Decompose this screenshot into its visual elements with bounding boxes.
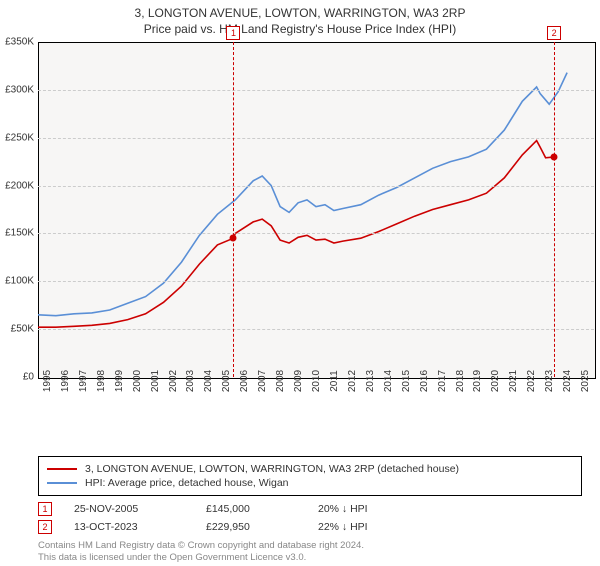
legend-label: HPI: Average price, detached house, Wiga… <box>85 477 289 489</box>
chart-title-line1: 3, LONGTON AVENUE, LOWTON, WARRINGTON, W… <box>0 6 600 20</box>
x-axis-label: 2021 <box>504 370 519 392</box>
footer-line1: Contains HM Land Registry data © Crown c… <box>38 540 600 552</box>
x-axis-label: 2017 <box>433 370 448 392</box>
x-axis-label: 2007 <box>253 370 268 392</box>
legend-row: 3, LONGTON AVENUE, LOWTON, WARRINGTON, W… <box>47 463 573 475</box>
gridline-h <box>38 138 594 139</box>
x-axis-label: 2020 <box>486 370 501 392</box>
sale-delta: 20% ↓ HPI <box>318 503 368 515</box>
y-axis-label: £300K <box>5 84 38 95</box>
footer-attribution: Contains HM Land Registry data © Crown c… <box>38 540 600 565</box>
y-axis-label: £0 <box>23 372 38 383</box>
chart-title-line2: Price paid vs. HM Land Registry's House … <box>0 22 600 36</box>
x-axis-label: 1997 <box>74 370 89 392</box>
sale-marker-vline <box>233 42 234 377</box>
sale-row-badge: 2 <box>38 520 52 534</box>
x-axis-label: 1995 <box>38 370 53 392</box>
x-axis-label: 2015 <box>397 370 412 392</box>
chart-area: £0£50K£100K£150K£200K£250K£300K£350K1995… <box>38 42 598 412</box>
x-axis-label: 2001 <box>146 370 161 392</box>
x-axis-label: 2024 <box>558 370 573 392</box>
x-axis-label: 2005 <box>217 370 232 392</box>
x-axis-label: 2003 <box>181 370 196 392</box>
sale-marker-vline <box>554 42 555 377</box>
legend-label: 3, LONGTON AVENUE, LOWTON, WARRINGTON, W… <box>85 463 459 475</box>
x-axis-label: 1998 <box>92 370 107 392</box>
legend-swatch <box>47 468 77 470</box>
sale-price: £145,000 <box>206 503 296 515</box>
footer-line2: This data is licensed under the Open Gov… <box>38 552 600 564</box>
sale-row-badge: 1 <box>38 502 52 516</box>
x-axis-label: 1996 <box>56 370 71 392</box>
sale-marker-badge: 1 <box>226 26 240 40</box>
y-axis-label: £250K <box>5 132 38 143</box>
y-axis-label: £50K <box>11 324 38 335</box>
sale-marker-dot <box>230 235 237 242</box>
x-axis-label: 2008 <box>271 370 286 392</box>
y-axis-label: £100K <box>5 276 38 287</box>
y-axis-label: £150K <box>5 228 38 239</box>
y-axis-label: £350K <box>5 37 38 48</box>
y-axis-label: £200K <box>5 180 38 191</box>
sale-date: 13-OCT-2023 <box>74 521 184 533</box>
x-axis-label: 2002 <box>164 370 179 392</box>
legend: 3, LONGTON AVENUE, LOWTON, WARRINGTON, W… <box>38 456 582 496</box>
x-axis-label: 2013 <box>361 370 376 392</box>
gridline-h <box>38 281 594 282</box>
hpi-line <box>38 73 567 316</box>
x-axis-label: 2014 <box>379 370 394 392</box>
gridline-h <box>38 90 594 91</box>
sale-delta: 22% ↓ HPI <box>318 521 368 533</box>
x-axis-label: 2018 <box>451 370 466 392</box>
x-axis-label: 2004 <box>199 370 214 392</box>
x-axis-label: 2025 <box>576 370 591 392</box>
x-axis-label: 2009 <box>289 370 304 392</box>
x-axis-label: 2016 <box>415 370 430 392</box>
x-axis-label: 2006 <box>235 370 250 392</box>
x-axis-label: 1999 <box>110 370 125 392</box>
sale-row: 2 13-OCT-2023 £229,950 22% ↓ HPI <box>38 520 600 534</box>
sale-price: £229,950 <box>206 521 296 533</box>
gridline-h <box>38 186 594 187</box>
x-axis-label: 2000 <box>128 370 143 392</box>
x-axis-label: 2022 <box>522 370 537 392</box>
legend-swatch <box>47 482 77 484</box>
sales-table: 1 25-NOV-2005 £145,000 20% ↓ HPI 2 13-OCT-202… <box>0 502 600 534</box>
sale-marker-dot <box>551 153 558 160</box>
gridline-h <box>38 233 594 234</box>
x-axis-label: 2019 <box>468 370 483 392</box>
gridline-h <box>38 329 594 330</box>
x-axis-label: 2012 <box>343 370 358 392</box>
x-axis-label: 2023 <box>540 370 555 392</box>
x-axis-label: 2011 <box>325 370 340 392</box>
legend-row: HPI: Average price, detached house, Wiga… <box>47 477 573 489</box>
sale-marker-badge: 2 <box>547 26 561 40</box>
sale-row: 1 25-NOV-2005 £145,000 20% ↓ HPI <box>38 502 600 516</box>
sale-date: 25-NOV-2005 <box>74 503 184 515</box>
x-axis-label: 2010 <box>307 370 322 392</box>
